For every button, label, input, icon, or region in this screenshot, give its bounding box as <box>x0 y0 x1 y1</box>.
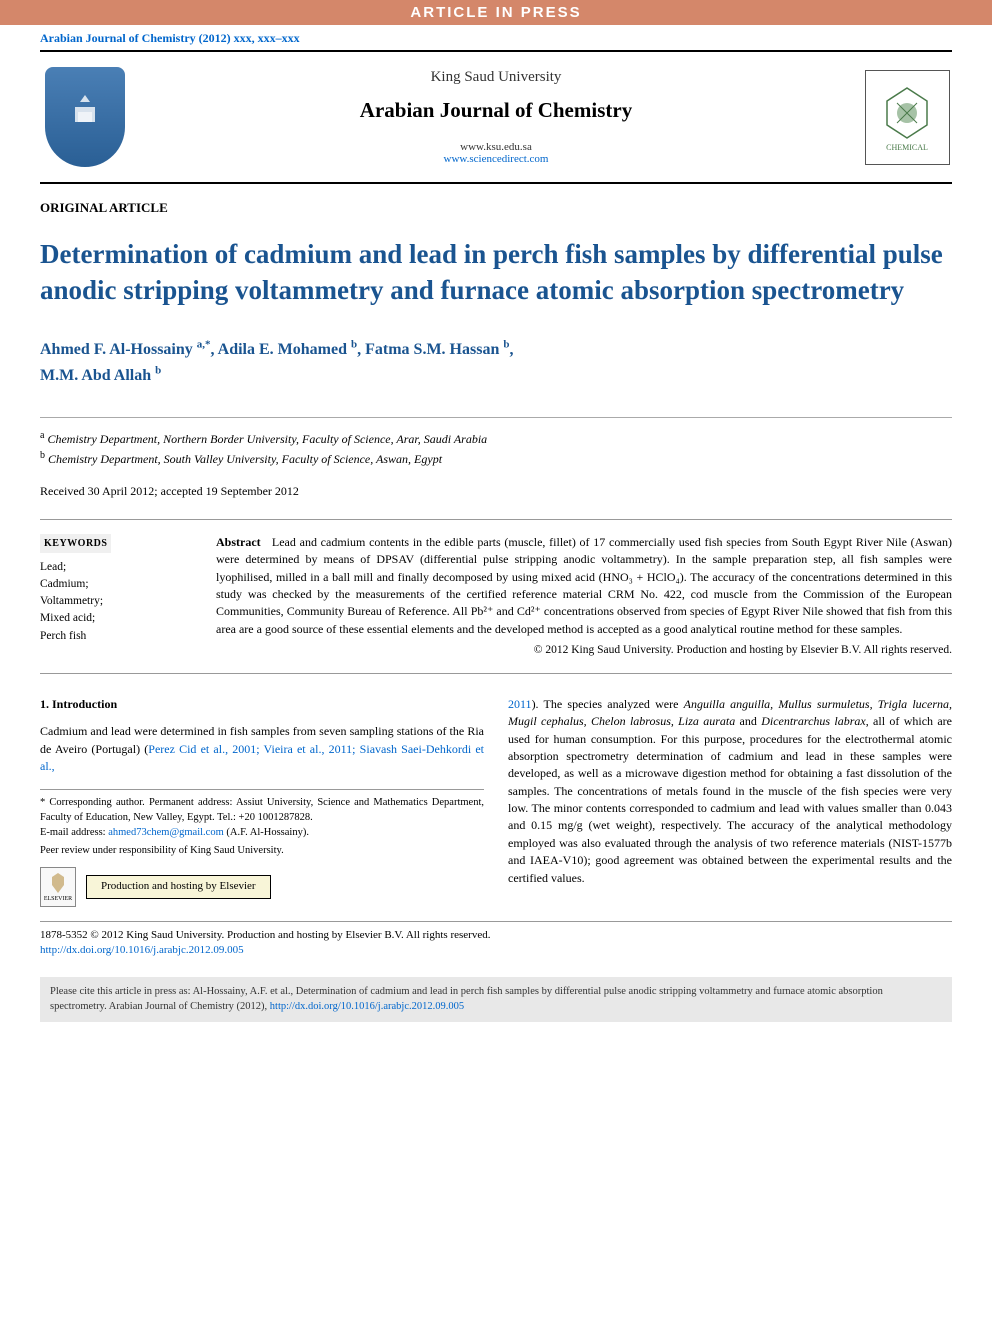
intro-paragraph-left: Cadmium and lead were determined in fish… <box>40 723 484 775</box>
publisher-name: King Saud University <box>150 69 842 86</box>
article-title: Determination of cadmium and lead in per… <box>40 236 952 309</box>
journal-header: King Saud University Arabian Journal of … <box>0 52 992 182</box>
article-type: ORIGINAL ARTICLE <box>40 200 952 216</box>
doi-link[interactable]: http://dx.doi.org/10.1016/j.arabjc.2012.… <box>40 944 244 956</box>
chemical-society-logo: CHEMICAL <box>862 62 952 172</box>
journal-reference: Arabian Journal of Chemistry (2012) xxx,… <box>0 25 992 50</box>
left-column: 1. Introduction Cadmium and lead were de… <box>40 696 484 907</box>
abstract-body: Lead and cadmium contents in the edible … <box>216 535 952 636</box>
corresponding-author: * Corresponding author. Permanent addres… <box>40 796 484 825</box>
elsevier-hosting-text: Production and hosting by Elsevier <box>86 875 271 898</box>
author-email-link[interactable]: ahmed73chem@gmail.com <box>108 827 224 838</box>
university-logo <box>40 62 130 172</box>
abstract-label: Abstract <box>216 535 261 549</box>
authors-list: Ahmed F. Al-Hossainy a,*, Adila E. Moham… <box>40 337 952 389</box>
elsevier-hosting-box: ELSEVIER Production and hosting by Elsev… <box>40 867 484 907</box>
footer-copyright: 1878-5352 © 2012 King Saud University. P… <box>40 921 952 959</box>
article-in-press-banner: ARTICLE IN PRESS <box>0 0 992 25</box>
abstract-copyright: © 2012 King Saud University. Production … <box>216 642 952 659</box>
body-columns: 1. Introduction Cadmium and lead were de… <box>40 696 952 907</box>
journal-url-2[interactable]: www.sciencedirect.com <box>150 153 842 165</box>
email-line: E-mail address: ahmed73chem@gmail.com (A… <box>40 826 484 841</box>
keywords-heading: KEYWORDS <box>40 534 111 553</box>
right-column: 2011). The species analyzed were Anguill… <box>508 696 952 907</box>
divider <box>40 417 952 418</box>
article-dates: Received 30 April 2012; accepted 19 Sept… <box>40 484 952 499</box>
citation-link[interactable]: 2011 <box>508 697 532 711</box>
affiliations: a Chemistry Department, Northern Border … <box>40 428 952 468</box>
journal-name: Arabian Journal of Chemistry <box>150 98 842 123</box>
abstract-block: KEYWORDS Lead;Cadmium;Voltammetry;Mixed … <box>40 519 952 674</box>
species-name: Dicentrarchus labrax <box>761 714 866 728</box>
journal-url-1: www.ksu.edu.sa <box>150 141 842 153</box>
introduction-heading: 1. Introduction <box>40 696 484 713</box>
elsevier-logo: ELSEVIER <box>40 867 76 907</box>
keywords-box: KEYWORDS Lead;Cadmium;Voltammetry;Mixed … <box>40 520 200 673</box>
citation-doi-link[interactable]: http://dx.doi.org/10.1016/j.arabjc.2012.… <box>270 1001 464 1012</box>
citation-box: Please cite this article in press as: Al… <box>40 977 952 1022</box>
intro-paragraph-right: 2011). The species analyzed were Anguill… <box>508 696 952 887</box>
abstract-text: Abstract Lead and cadmium contents in th… <box>200 520 952 673</box>
keywords-list: Lead;Cadmium;Voltammetry;Mixed acid;Perc… <box>40 559 188 645</box>
footnote-block: * Corresponding author. Permanent addres… <box>40 789 484 907</box>
peer-review-note: Peer review under responsibility of King… <box>40 844 484 859</box>
